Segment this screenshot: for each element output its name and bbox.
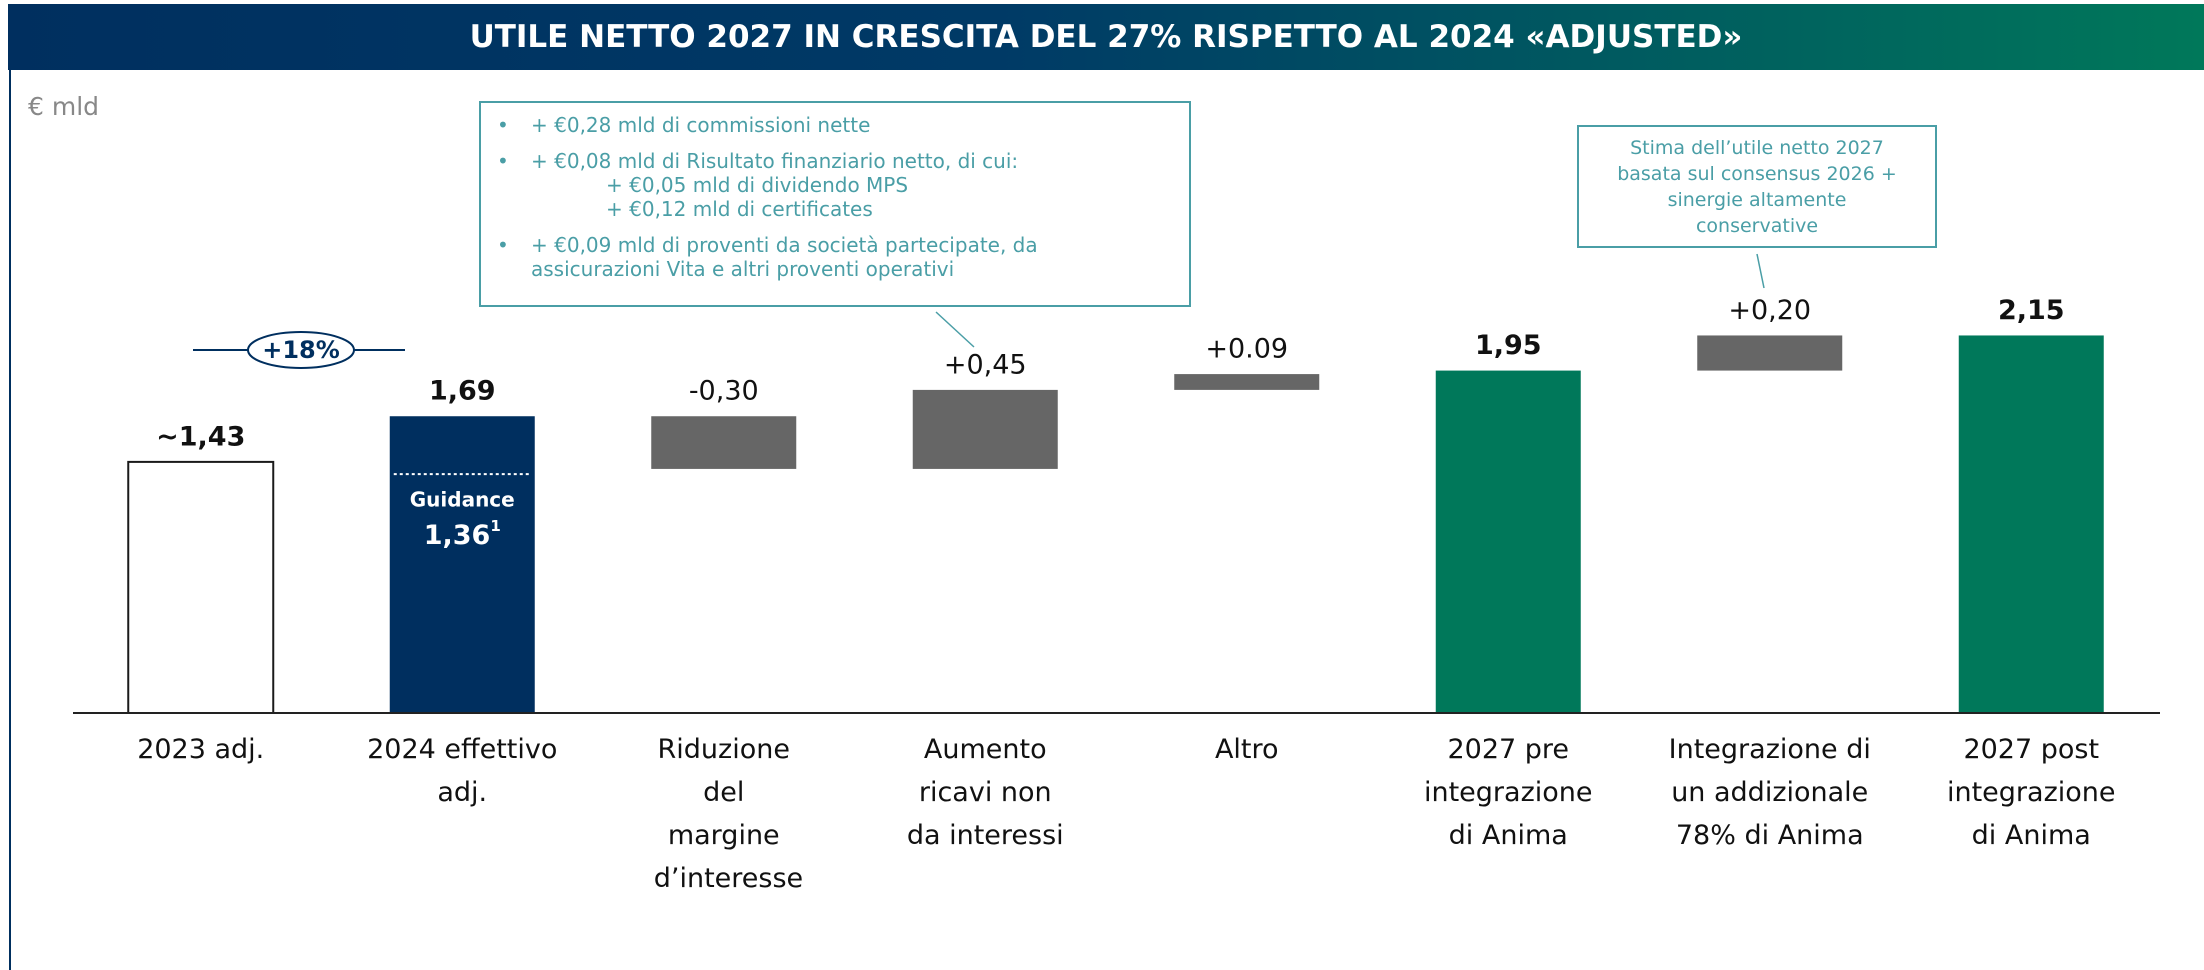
guidance-value-text: 1,36: [424, 520, 491, 551]
x-tick-label: Aumento ricavi non da interessi: [906, 734, 1064, 851]
value-label: -0,30: [689, 376, 759, 407]
callout-text: + €0,08 mld di Risultato finanziario net…: [531, 149, 1019, 173]
bar: [651, 416, 797, 469]
bar: [127, 460, 275, 714]
callout-item: + €0,09 mld di proventi da società parte…: [497, 233, 1169, 281]
callout-text: + €0,09 mld di proventi da società parte…: [531, 233, 1038, 281]
value-label: 1,95: [1475, 330, 1542, 361]
value-label: ~1,43: [156, 421, 245, 452]
callout-item: + €0,28 mld di commissioni nette: [497, 113, 1169, 137]
x-tick-label: 2027 pre integrazione di Anima: [1423, 734, 1593, 851]
growth-annotation: +18%: [262, 336, 340, 364]
bar: [1174, 374, 1320, 390]
x-tick-label: Integrazione di un addizionale 78% di An…: [1668, 734, 1871, 851]
callout: + €0,28 mld di commissioni nette + €0,08 …: [479, 101, 1191, 307]
callout-list: + €0,28 mld di commissioni nette + €0,08 …: [497, 113, 1169, 281]
callout-text: + €0,28 mld di commissioni nette: [531, 113, 871, 137]
value-label: +0.09: [1205, 334, 1288, 365]
x-tick-label: 2027 post integrazione di Anima: [1946, 734, 2116, 851]
value-label: +0,20: [1728, 295, 1811, 326]
callout-pointer: [935, 311, 975, 348]
guidance-value: 1,361: [424, 517, 501, 551]
value-label: 1,69: [429, 376, 496, 407]
unit-label: € mld: [28, 92, 100, 121]
guidance-label: Guidance: [410, 488, 515, 512]
callout-pointer: [1756, 253, 1765, 289]
bar: [1697, 335, 1843, 371]
value-label: 2,15: [1998, 295, 2065, 326]
bar: [389, 416, 535, 713]
growth-ellipse: [247, 331, 355, 369]
header: UTILE NETTO 2027 IN CRESCITA DEL 27% RIS…: [8, 4, 2204, 70]
callout-item: + €0,08 mld di Risultato finanziario net…: [497, 149, 1169, 221]
bar: [1435, 370, 1581, 713]
footnote-mark: 1: [490, 517, 500, 535]
callout-subtext: + €0,12 mld di certificates: [606, 197, 873, 221]
x-tick-label: Altro: [1214, 734, 1279, 765]
bar: [1958, 335, 2104, 713]
x-tick-label: Riduzione del margine d’interesse: [653, 734, 804, 894]
value-label: +0,45: [944, 349, 1027, 380]
callout: Stima dell’utile netto 2027 basata sul c…: [1577, 125, 1937, 248]
bar: [912, 389, 1058, 469]
x-tick-label: 2024 effettivo adj.: [367, 734, 558, 808]
callout-subtext: + €0,05 mld di dividendo MPS: [606, 173, 909, 197]
x-tick-label: 2023 adj.: [137, 734, 265, 765]
